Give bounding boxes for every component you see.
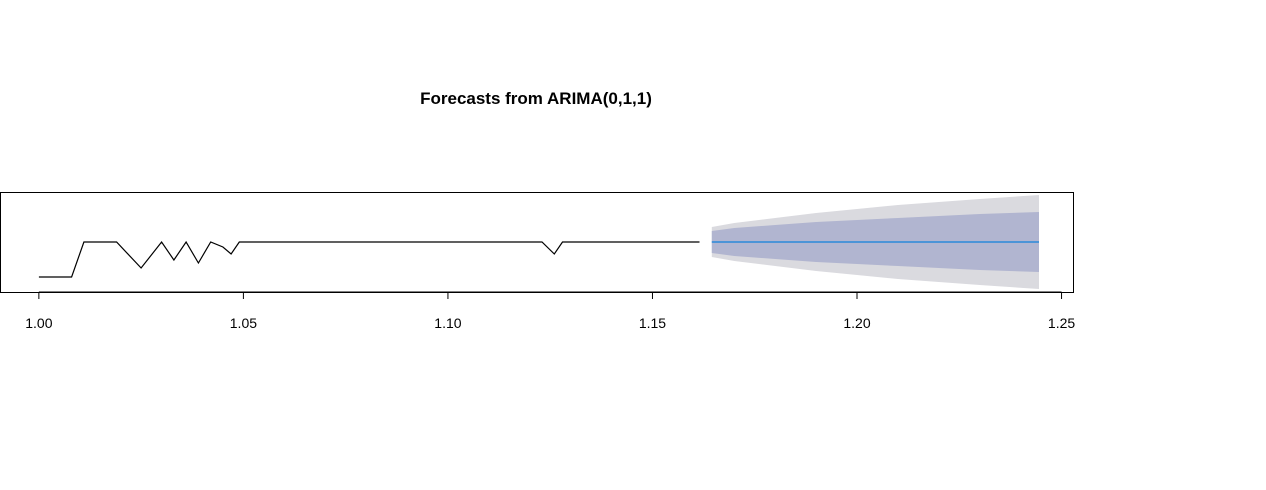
x-tick-label: 1.20 (843, 315, 870, 331)
x-tick-label: 1.05 (230, 315, 257, 331)
x-tick-label: 1.10 (434, 315, 461, 331)
x-tick-label: 1.15 (639, 315, 666, 331)
x-tick-label: 1.25 (1048, 315, 1075, 331)
chart-title: Forecasts from ARIMA(0,1,1) (420, 89, 652, 108)
x-axis: 1.00 1.05 1.10 1.15 1.20 1.25 (25, 291, 1075, 331)
x-tick-label: 1.00 (25, 315, 52, 331)
series-group (38, 240, 1039, 278)
observed-series-line (38, 240, 700, 278)
